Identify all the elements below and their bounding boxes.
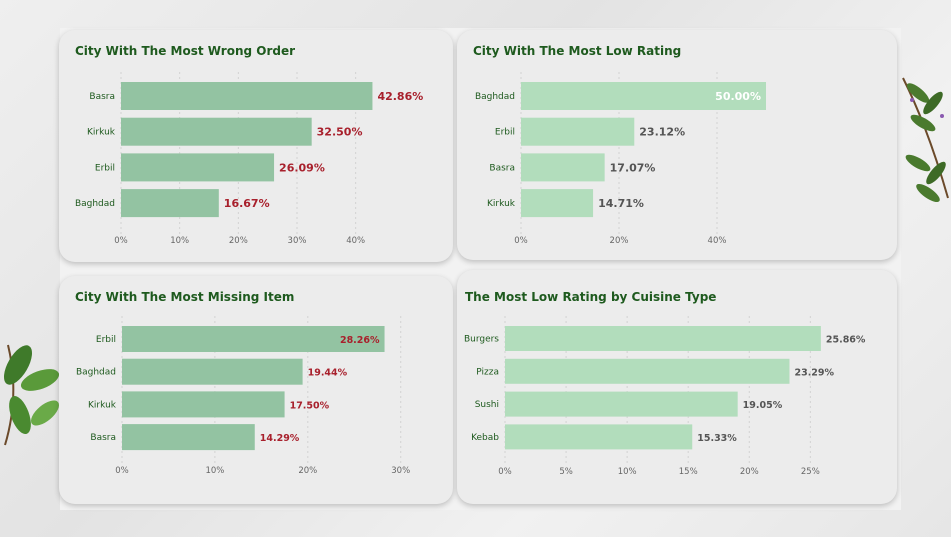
tick-label: 20% bbox=[298, 466, 317, 476]
bar bbox=[505, 424, 693, 450]
bar bbox=[505, 391, 738, 417]
tick-label: 0% bbox=[498, 467, 512, 477]
data-label: 50.00% bbox=[715, 90, 761, 103]
tick-label: 20% bbox=[229, 236, 248, 246]
category-label: Baghdad bbox=[75, 199, 115, 209]
tick-label: 0% bbox=[114, 236, 128, 246]
category-label: Baghdad bbox=[76, 368, 116, 378]
data-label: 28.26% bbox=[340, 335, 380, 346]
tick-label: 0% bbox=[514, 236, 528, 246]
data-label: 17.50% bbox=[290, 400, 330, 411]
cuisine-low-rating-bar-chart: 0% 5% 10% 15% 20% 25% Burgers 25.86% Pizza 23.29%… bbox=[464, 316, 866, 477]
category-label: Pizza bbox=[476, 367, 499, 377]
bar bbox=[121, 117, 312, 146]
tick-label: 0% bbox=[115, 466, 129, 476]
tick-label: 20% bbox=[740, 467, 759, 477]
tick-label: 15% bbox=[679, 467, 698, 477]
bar bbox=[505, 326, 821, 351]
bar bbox=[521, 153, 605, 182]
tick-label: 40% bbox=[346, 236, 365, 246]
category-label: Erbil bbox=[495, 128, 515, 138]
bar bbox=[121, 189, 219, 218]
tick-label: 30% bbox=[391, 466, 410, 476]
wrong-order-bar-chart: 0% 10% 20% 30% 40% Basra 42.86% Kirkuk 32.50% Erb… bbox=[75, 72, 423, 246]
data-label: 14.29% bbox=[260, 433, 300, 444]
chart-title: City With The Most Missing Item bbox=[75, 290, 295, 304]
tick-label: 10% bbox=[618, 467, 637, 477]
data-label: 14.71% bbox=[598, 197, 644, 210]
category-label: Basra bbox=[489, 163, 515, 173]
bar bbox=[122, 391, 285, 418]
chart-title: The Most Low Rating by Cuisine Type bbox=[465, 290, 717, 304]
chart-title: City With The Most Wrong Order bbox=[75, 44, 296, 58]
bar bbox=[121, 82, 373, 110]
bar bbox=[121, 153, 275, 182]
card-cuisine-low-rating: The Most Low Rating by Cuisine Type 0% 5%… bbox=[457, 270, 897, 504]
category-label: Burgers bbox=[464, 335, 499, 345]
category-label: Kirkuk bbox=[87, 128, 116, 138]
tick-label: 5% bbox=[559, 467, 573, 477]
data-label: 16.67% bbox=[224, 197, 270, 210]
data-label: 23.12% bbox=[639, 126, 685, 139]
category-label: Basra bbox=[89, 92, 115, 102]
category-label: Erbil bbox=[95, 163, 115, 173]
tick-label: 40% bbox=[708, 236, 727, 246]
leaf-decoration-left bbox=[4, 344, 60, 446]
data-label: 19.05% bbox=[743, 400, 783, 411]
card-missing-item: City With The Most Missing Item 0% 10% 20%… bbox=[59, 276, 453, 504]
data-label: 26.09% bbox=[279, 161, 325, 174]
chart-title: City With The Most Low Rating bbox=[473, 44, 682, 58]
bar bbox=[521, 82, 766, 110]
tick-label: 30% bbox=[288, 236, 307, 246]
bar bbox=[521, 117, 635, 146]
data-label: 23.29% bbox=[794, 367, 834, 378]
leaf-decoration-right bbox=[902, 77, 949, 203]
data-label: 32.50% bbox=[317, 126, 363, 139]
category-label: Kebab bbox=[471, 433, 499, 443]
card-low-rating: City With The Most Low Rating 0% 20% 40% Ba… bbox=[457, 30, 897, 260]
bar bbox=[122, 358, 303, 385]
bar bbox=[122, 424, 255, 451]
low-rating-bar-chart: 0% 20% 40% Baghdad 50.00% Erbil 23.12% Basra 17.… bbox=[475, 72, 766, 246]
data-label: 19.44% bbox=[308, 368, 348, 379]
bar bbox=[122, 326, 385, 352]
category-label: Kirkuk bbox=[88, 400, 117, 410]
bar bbox=[521, 189, 594, 218]
missing-item-bar-chart: 0% 10% 20% 30% Erbil 28.26% Baghdad 19.44% Kirku… bbox=[76, 316, 410, 476]
category-label: Kirkuk bbox=[487, 199, 516, 209]
card-wrong-order: City With The Most Wrong Order 0% 10% 20% 3… bbox=[59, 30, 453, 262]
category-label: Sushi bbox=[475, 400, 499, 410]
data-label: 25.86% bbox=[826, 335, 866, 346]
tick-label: 10% bbox=[170, 236, 189, 246]
category-label: Basra bbox=[90, 433, 116, 443]
category-label: Baghdad bbox=[475, 92, 515, 102]
tick-label: 25% bbox=[801, 467, 820, 477]
tick-label: 10% bbox=[205, 466, 224, 476]
data-label: 42.86% bbox=[377, 90, 423, 103]
data-label: 17.07% bbox=[610, 161, 656, 174]
bar bbox=[505, 358, 790, 384]
category-label: Erbil bbox=[96, 335, 116, 345]
tick-label: 20% bbox=[610, 236, 629, 246]
data-label: 15.33% bbox=[697, 433, 737, 444]
